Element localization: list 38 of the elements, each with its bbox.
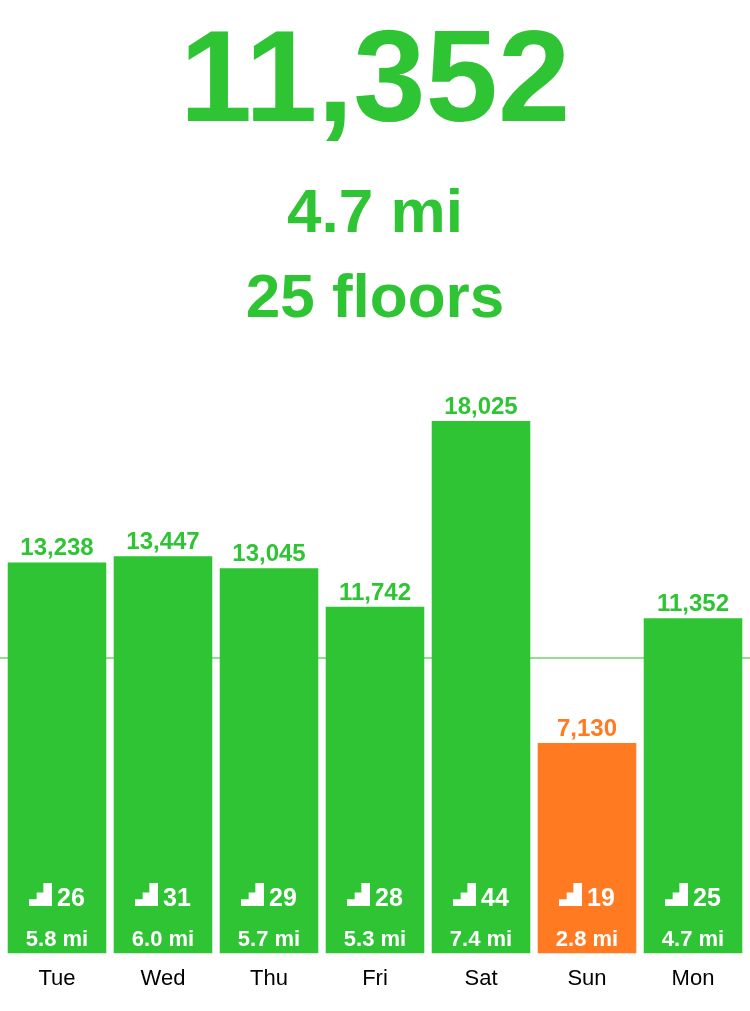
data-label: 13,238: [20, 533, 94, 561]
x-tick-label: Mon: [671, 964, 715, 990]
x-tick-label: Sat: [464, 964, 498, 990]
chart-title: 11,352: [178, 3, 572, 149]
data-label: 13,447: [126, 527, 200, 555]
annotation: 2.8 mi: [555, 925, 619, 951]
bar: [325, 606, 425, 954]
data-label: 11,352: [656, 589, 730, 617]
bar: [431, 421, 531, 954]
bar: [219, 568, 319, 954]
text: 25 floors: [244, 261, 506, 330]
annotation: 25: [693, 882, 721, 911]
data-label: 13,045: [232, 539, 306, 567]
chart-subtitle: 4.7 mi: [286, 176, 464, 245]
annotation: 29: [269, 882, 297, 911]
annotation: 4.7 mi: [661, 925, 725, 951]
data-label: 11,742: [338, 577, 412, 605]
annotation: 7.4 mi: [449, 925, 513, 951]
annotation: 19: [587, 882, 615, 911]
x-tick-label: Thu: [250, 964, 288, 990]
bar: [537, 742, 637, 954]
bar: [113, 556, 213, 954]
data-label: 18,025: [444, 392, 518, 419]
annotation: 5.7 mi: [237, 925, 301, 951]
annotation: 6.0 mi: [131, 925, 195, 951]
bar: [7, 562, 107, 954]
annotation: 31: [163, 882, 191, 911]
bar: [643, 618, 743, 954]
annotation: 5.8 mi: [25, 925, 89, 951]
x-tick-label: Sun: [567, 964, 607, 990]
annotation: 44: [481, 882, 509, 911]
x-tick-label: Fri: [362, 964, 388, 990]
x-tick-label: Tue: [38, 964, 76, 990]
annotation: 5.3 mi: [343, 925, 407, 951]
data-label: 7,130: [556, 713, 618, 741]
annotation: 28: [375, 882, 403, 911]
x-tick-label: Wed: [140, 964, 186, 990]
annotation: 26: [57, 882, 85, 911]
